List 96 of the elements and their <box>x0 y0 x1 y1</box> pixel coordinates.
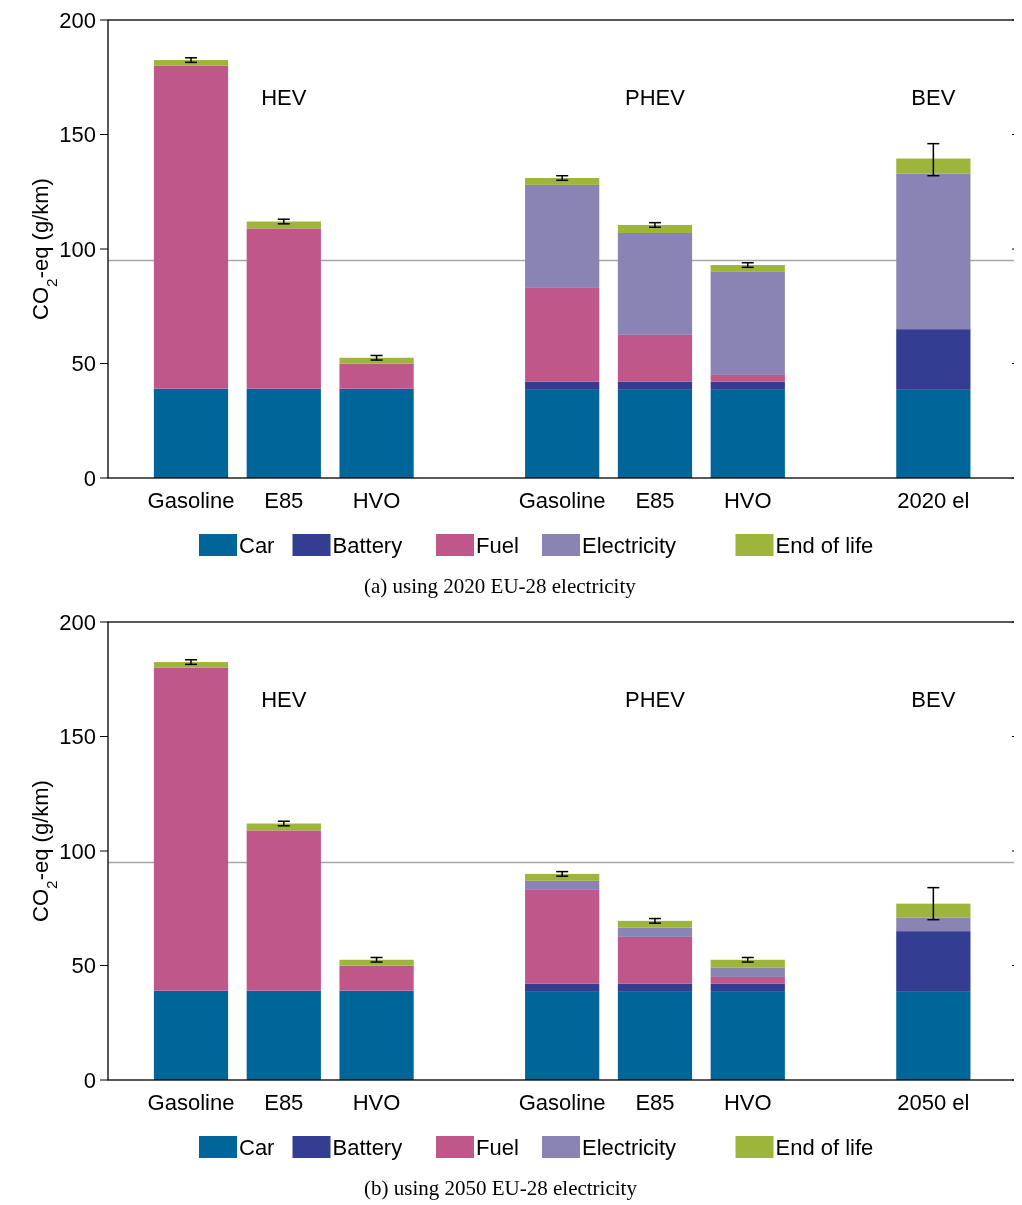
bar <box>339 990 414 1080</box>
legend-label: Car <box>239 532 275 558</box>
bar <box>153 990 229 1080</box>
bar <box>617 927 693 937</box>
bar <box>896 903 971 918</box>
bar <box>525 389 600 478</box>
bar <box>339 357 414 364</box>
bar <box>525 287 600 382</box>
bar <box>525 991 600 1080</box>
bar <box>525 381 600 390</box>
bar <box>617 991 693 1080</box>
annotation: PHEV <box>625 85 686 110</box>
bar <box>896 931 971 992</box>
bar <box>896 329 971 390</box>
x-tick-label: E85 <box>264 488 304 513</box>
bar <box>153 65 229 389</box>
bar <box>153 60 229 66</box>
annotation: PHEV <box>625 687 686 712</box>
bar <box>525 880 600 890</box>
bar <box>153 662 229 668</box>
x-tick-label: HVO <box>352 1090 401 1115</box>
legend-label: Electricity <box>582 532 677 558</box>
x-tick-label: Gasoline <box>147 488 235 513</box>
legend-label: Fuel <box>476 1134 519 1160</box>
bar <box>710 959 785 968</box>
text: (a) using 2020 EU-28 electricity <box>364 574 637 598</box>
bar <box>339 363 414 389</box>
annotation: HEV <box>261 85 307 110</box>
x-tick-label: HVO <box>723 1090 772 1115</box>
bar <box>153 667 229 991</box>
bar <box>896 173 971 330</box>
bar <box>525 889 600 984</box>
bar <box>246 830 321 991</box>
legend-label: End of life <box>775 1134 874 1160</box>
bar <box>710 983 785 992</box>
y-tick-label: 0 <box>83 1067 96 1093</box>
bar <box>339 959 414 966</box>
x-tick-label: 2050 el <box>897 1090 970 1115</box>
text: (b) using 2050 EU-28 electricity <box>364 1176 638 1200</box>
annotation: BEV <box>911 687 956 712</box>
bar <box>246 228 321 389</box>
y-tick-label: 0 <box>83 465 96 491</box>
bar <box>710 976 785 984</box>
annotation: BEV <box>911 85 956 110</box>
x-tick-label: E85 <box>635 1090 675 1115</box>
x-tick-label: 2020 el <box>897 488 970 513</box>
bar <box>710 381 785 390</box>
bar <box>617 381 693 390</box>
bar <box>246 388 321 478</box>
bar <box>710 389 785 478</box>
bar <box>525 873 600 881</box>
bar <box>710 374 785 382</box>
bar <box>617 920 693 928</box>
bar <box>339 388 414 478</box>
bar <box>710 265 785 272</box>
y-tick-label: 200 <box>59 7 96 33</box>
legend-label: Fuel <box>476 532 519 558</box>
y-tick-label: 50 <box>71 953 96 979</box>
legend-label: Battery <box>332 1134 403 1160</box>
legend-label: End of life <box>775 532 874 558</box>
legend-label: Battery <box>332 532 403 558</box>
y-tick-label: 100 <box>59 236 96 262</box>
x-tick-label: HVO <box>723 488 772 513</box>
y-tick-label: 100 <box>59 838 96 864</box>
x-tick-label: Gasoline <box>147 1090 235 1115</box>
bar <box>710 967 785 977</box>
bar <box>896 991 971 1080</box>
y-tick-label: 200 <box>59 609 96 635</box>
bar <box>153 388 229 478</box>
y-tick-label: 150 <box>59 724 96 750</box>
bar <box>896 389 971 478</box>
y-tick-label: 50 <box>71 351 96 377</box>
bar <box>617 983 693 992</box>
bar <box>525 178 600 185</box>
bar <box>617 224 693 233</box>
legend-label: Car <box>239 1134 275 1160</box>
bar <box>710 991 785 1080</box>
annotation: HEV <box>261 687 307 712</box>
y-tick-label: 150 <box>59 122 96 148</box>
bar <box>339 965 414 991</box>
bar <box>246 990 321 1080</box>
x-tick-label: HVO <box>352 488 401 513</box>
bar <box>525 983 600 992</box>
legend-label: Electricity <box>582 1134 677 1160</box>
x-tick-label: Gasoline <box>518 488 606 513</box>
bar <box>710 271 785 375</box>
bar <box>896 158 971 174</box>
bar <box>617 334 693 382</box>
bar <box>617 232 693 335</box>
x-tick-label: Gasoline <box>518 1090 606 1115</box>
bar <box>617 389 693 478</box>
bar <box>617 936 693 984</box>
x-tick-label: E85 <box>635 488 675 513</box>
x-tick-label: E85 <box>264 1090 304 1115</box>
bar <box>525 184 600 288</box>
bar <box>896 917 971 932</box>
